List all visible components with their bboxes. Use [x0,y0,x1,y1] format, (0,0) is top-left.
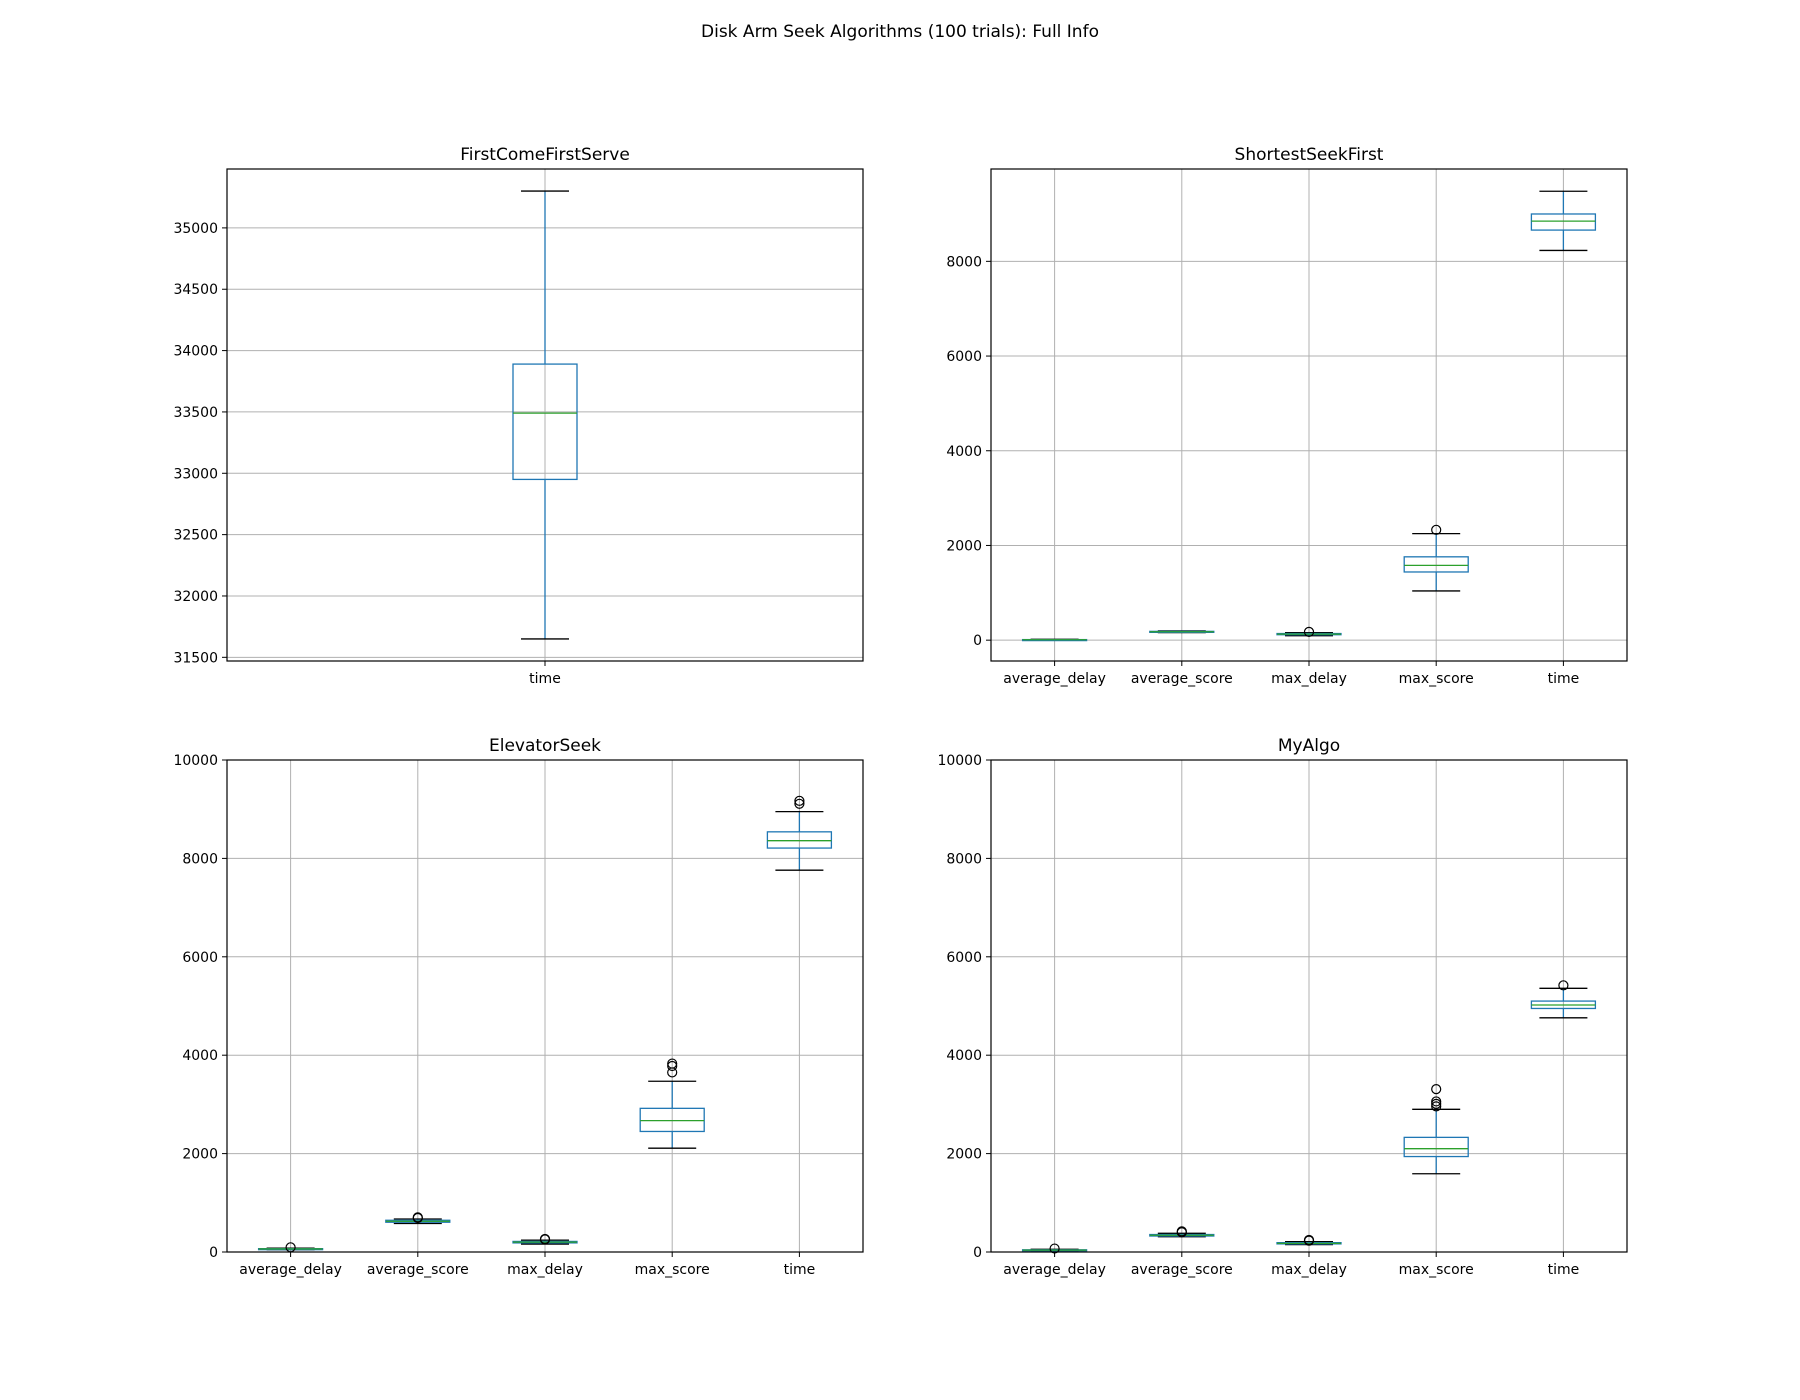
outlier-point [1176,1226,1187,1237]
box-average-delay [1021,1243,1088,1254]
x-tick-label: average_score [1131,671,1233,687]
panel-title: ShortestSeekFirst [1235,145,1384,165]
outlier-point [667,1058,678,1069]
box-time [512,190,578,640]
x-tick-label: average_delay [1003,671,1106,687]
y-tick-label: 2000 [946,1147,982,1163]
outlier-point [794,798,805,809]
y-tick-label: 2000 [182,1147,218,1163]
outlier-point [1431,1098,1442,1110]
y-tick-label: 8000 [182,851,218,867]
x-tick-label: max_score [1399,1262,1474,1278]
y-tick-label: 4000 [946,1048,982,1064]
y-tick-label: 10000 [173,753,218,769]
panel-title: MyAlgo [1278,736,1340,756]
y-tick-label: 34500 [173,282,218,298]
outlier-point [794,795,805,806]
iqr-box [639,1107,705,1133]
y-tick-label: 4000 [182,1048,218,1064]
outlier-point [1431,1096,1442,1107]
x-tick-label: time [529,671,561,687]
outlier-point [539,1233,551,1245]
box-average-score [385,1212,451,1225]
box-max-delay [512,1233,578,1245]
figure-title: Disk Arm Seek Algorithms (100 trials): F… [701,22,1099,42]
x-tick-label: time [784,1262,816,1278]
iqr-box [766,831,833,849]
outlier-point [1303,1234,1315,1246]
y-tick-label: 34000 [173,344,218,360]
y-tick-label: 32500 [173,528,218,544]
outlier-point [1431,1084,1442,1095]
y-tick-label: 6000 [946,349,982,365]
box-max-delay [1276,1234,1342,1246]
panel-first-come-first-serve: 31500 32000 32500 33000 33500 34000 34500 35000… [173,145,864,687]
y-tick-label: 0 [209,1245,218,1261]
box-time [766,795,833,871]
y-tick-label: 35000 [173,221,218,237]
x-tick-label: max_delay [1271,1262,1347,1278]
box-max-score [1403,524,1469,592]
box-average-delay [1021,638,1088,642]
iqr-box [1403,556,1469,573]
box-average-score [1149,630,1215,634]
y-tick-label: 31500 [173,650,218,666]
panel-title: ElevatorSeek [489,736,601,756]
y-tick-label: 6000 [946,950,982,966]
x-tick-label: time [1548,1262,1580,1278]
y-tick-label: 2000 [946,538,982,554]
y-tick-label: 6000 [182,950,218,966]
x-tick-label: average_delay [239,1262,342,1278]
box-max-delay [1276,626,1342,637]
x-tick-label: max_score [635,1262,710,1278]
x-tick-label: max_delay [507,1262,583,1278]
outlier-point [1431,1101,1442,1112]
y-tick-label: 8000 [946,851,982,867]
iqr-box [512,363,578,481]
box-average-score [1149,1226,1215,1238]
box-max-score [1403,1084,1469,1175]
box-average-delay [257,1242,324,1253]
box-time [1530,190,1597,252]
x-tick-label: max_delay [1271,671,1347,687]
y-tick-label: 33000 [173,466,218,482]
panel-title: FirstComeFirstServe [460,145,630,165]
box-max-score [639,1058,705,1149]
y-tick-label: 4000 [946,444,982,460]
outlier-point [1303,626,1315,637]
x-tick-label: max_score [1399,671,1474,687]
panel-my-algo: 0 2000 4000 6000 8000 10000 average_delay avera… [937,736,1628,1278]
y-tick-label: 10000 [937,753,982,769]
panel-shortest-seek-first: 0 2000 4000 6000 8000 average_delay average_sc… [946,145,1628,687]
x-tick-label: time [1548,671,1580,687]
y-tick-label: 32000 [173,589,218,605]
y-tick-label: 0 [973,633,982,649]
y-tick-label: 33500 [173,405,218,421]
y-tick-label: 0 [973,1245,982,1261]
x-tick-label: average_score [1131,1262,1233,1278]
outlier-point [1431,524,1442,535]
iqr-box [1403,1136,1469,1158]
outlier-point [667,1060,678,1072]
outlier-point [412,1212,423,1223]
box-time [1530,980,1597,1019]
x-tick-label: average_score [367,1262,469,1278]
y-tick-label: 8000 [946,254,982,270]
x-tick-label: average_delay [1003,1262,1106,1278]
panel-elevator-seek: 0 2000 4000 6000 8000 10000 average_delay avera… [173,736,864,1278]
outlier-point [1558,980,1569,991]
iqr-box [1530,213,1597,231]
